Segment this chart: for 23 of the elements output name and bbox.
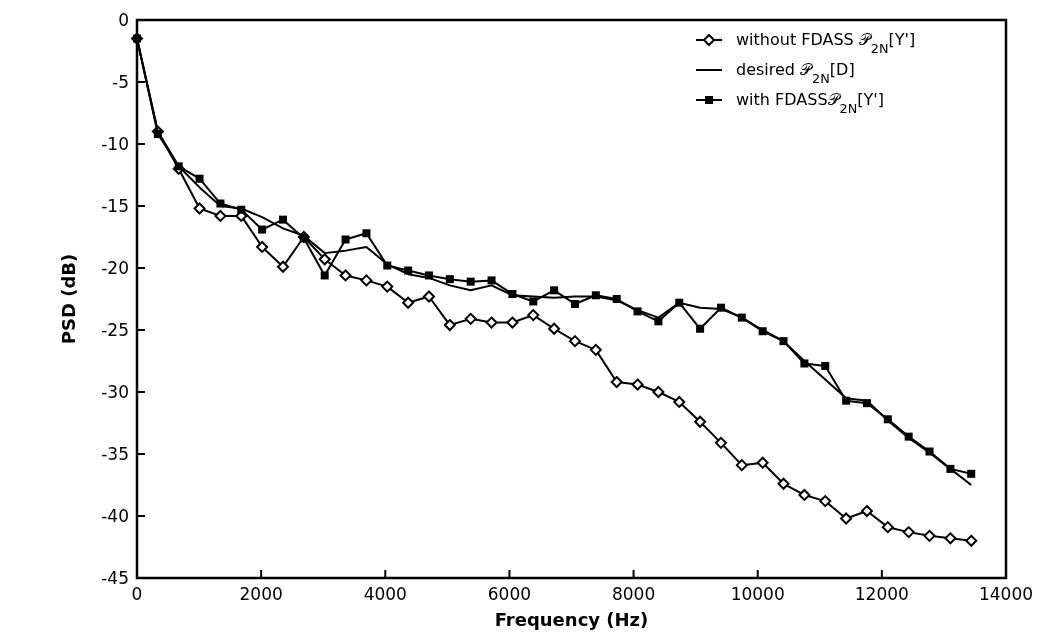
- x-axis-title: Frequency (Hz): [494, 609, 649, 630]
- y-axis-title: PSD (dB): [58, 253, 79, 345]
- x-tick-label: 14000: [978, 584, 1034, 604]
- y-tick-label: -10: [101, 134, 129, 154]
- x-tick-label: 12000: [854, 584, 909, 604]
- y-tick-label: -45: [101, 568, 129, 588]
- x-tick-label: 4000: [363, 584, 407, 604]
- y-tick-label: -20: [101, 258, 129, 278]
- x-tick-label: 2000: [239, 584, 283, 604]
- x-tick-label: 0: [131, 584, 143, 604]
- x-tick-label: 6000: [487, 584, 532, 604]
- x-tick-label: 10000: [730, 584, 785, 604]
- y-tick-label: -25: [101, 320, 129, 340]
- y-tick-label: -35: [101, 444, 129, 464]
- legend-label: desired 𝒫$_{2N}$[D]: [736, 60, 855, 86]
- y-tick-label: 0: [118, 10, 129, 30]
- x-tick-label: 8000: [611, 584, 656, 604]
- y-tick-label: -40: [101, 506, 129, 526]
- legend-label: without FDASS 𝒫$_{2N}$[Y']: [736, 30, 916, 56]
- legend-label: with FDASS𝒫$_{2N}$[Y']: [736, 90, 884, 116]
- y-tick-label: -30: [101, 382, 129, 402]
- y-tick-label: -15: [101, 196, 129, 216]
- y-tick-label: -5: [112, 72, 129, 92]
